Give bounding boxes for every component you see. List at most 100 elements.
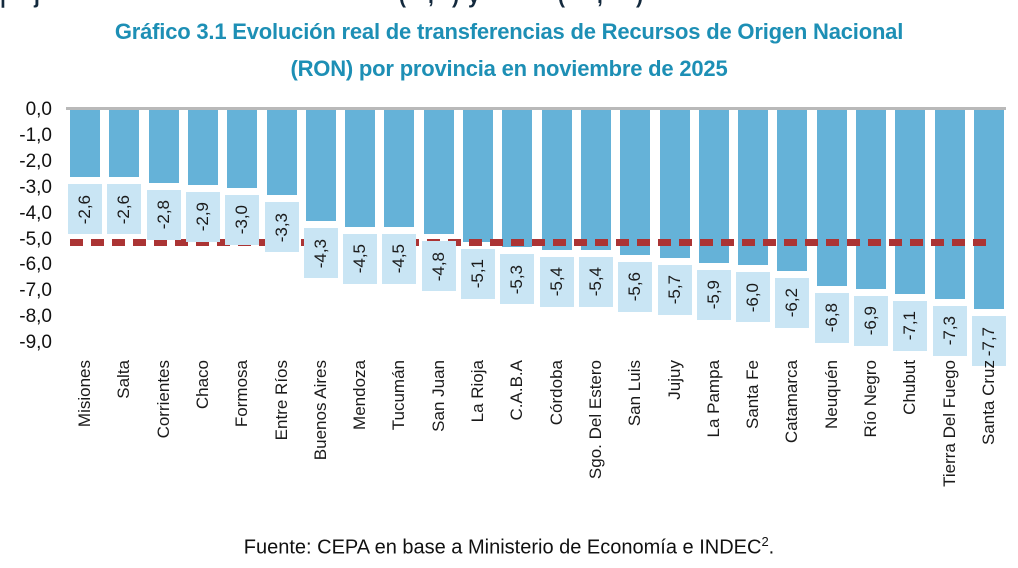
clipped-glyph-fragment: ): [452, 0, 459, 9]
x-axis-label: Córdoba: [546, 360, 566, 426]
x-axis-label: La Pampa: [703, 360, 723, 438]
bar-value-text: -5,7: [664, 274, 684, 305]
x-axis-label: Sgo. Del Estero: [585, 360, 605, 480]
bar: [266, 110, 297, 196]
x-axis-label: Chubut: [900, 360, 920, 415]
bar-value-text: -5,6: [625, 272, 645, 302]
bar-value-text: -2,8: [153, 199, 173, 230]
y-axis-tick-label: 0,0: [25, 99, 52, 120]
clipped-text-top: | j (,) y (,): [0, 0, 1018, 11]
clipped-glyph-fragment: ): [636, 0, 643, 9]
bar: [305, 110, 336, 222]
bar-value-text: -5,4: [585, 267, 605, 297]
bar-value-label: -4,5: [382, 233, 417, 284]
source-text: Fuente: CEPA en base a Ministerio de Eco…: [243, 536, 762, 559]
chart-title-line1: Gráfico 3.1 Evolución real de transferen…: [114, 19, 904, 44]
bar: [109, 110, 140, 178]
bar-value-label: -7,3: [932, 306, 967, 357]
y-axis-tick-label: -6,0: [19, 254, 52, 276]
bar: [148, 110, 179, 183]
bar-value-label: -5,3: [500, 254, 535, 305]
clipped-glyph-fragment: (: [558, 0, 565, 9]
bar-value-label: -5,4: [539, 256, 574, 307]
x-axis-label: Buenos Aires: [310, 360, 330, 461]
bar-value-text: -6,8: [821, 303, 841, 333]
x-axis-label: Santa Fe: [743, 360, 763, 429]
bar-value-label: -2,8: [146, 189, 181, 240]
y-axis-tick-label: -2,0: [19, 150, 52, 172]
clipped-glyph-fragment: (: [399, 0, 406, 9]
bar-value-text: -4,5: [389, 243, 409, 274]
bar-value-label: -4,5: [343, 233, 378, 284]
source-superscript: 2: [761, 534, 769, 549]
x-axis-label: Salta: [114, 360, 134, 399]
clipped-glyph-fragment: j: [34, 0, 40, 9]
x-axis-line: [66, 107, 1006, 110]
bar-value-label: -2,6: [68, 184, 102, 235]
y-axis-tick-label: -5,0: [19, 228, 52, 250]
x-axis-label: La Rioja: [468, 360, 487, 423]
bar: [698, 110, 729, 263]
bar-value-label: -4,3: [303, 228, 338, 279]
bar: [463, 110, 493, 243]
bar-value-label: -5,4: [578, 256, 613, 307]
bar-value-text: -5,1: [468, 259, 487, 289]
y-axis-tick-label: -3,0: [19, 176, 52, 198]
bar-value-label: -2,6: [107, 184, 142, 235]
bar-value-label: -6,2: [775, 277, 810, 328]
x-axis-label: Formosa: [232, 360, 252, 428]
bar-value-label: -5,7: [657, 264, 692, 315]
bar: [541, 110, 572, 250]
bar-value-text: -4,3: [310, 238, 330, 268]
bar-value-text: -2,6: [114, 194, 134, 224]
bar-value-text: -2,6: [75, 194, 94, 224]
bar-value-label: -3,3: [264, 202, 299, 253]
x-axis-label: Catamarca: [782, 360, 802, 444]
y-axis-tick-label: -1,0: [19, 124, 52, 146]
y-axis-tick-label: -8,0: [19, 306, 52, 328]
reference-line: [70, 238, 988, 246]
bar-value-label: -6,8: [814, 293, 849, 344]
bar-value-label: -5,1: [461, 249, 495, 300]
bar: [934, 110, 965, 300]
bar: [659, 110, 690, 258]
bar: [895, 110, 926, 294]
bar: [973, 110, 1004, 310]
x-axis-label: Mendoza: [350, 360, 370, 430]
y-axis-tick-label: -9,0: [19, 332, 52, 354]
bar-value-text: -5,3: [507, 264, 527, 294]
bar-value-label: -3,0: [225, 194, 260, 245]
bar-value-text: -5,9: [703, 280, 723, 310]
bar-value-text: -7,1: [900, 311, 920, 341]
clipped-glyph-fragment: y: [468, 0, 480, 9]
source-period: .: [768, 536, 775, 559]
bar: [856, 110, 886, 289]
x-axis-label: C.A.B.A: [507, 360, 527, 421]
x-axis-label: Neuquén: [821, 360, 841, 430]
x-axis-label: Santa Cruz: [978, 360, 998, 446]
bar: [620, 110, 651, 256]
clipped-glyph-fragment: ,: [428, 0, 434, 9]
bar: [816, 110, 847, 287]
bar: [70, 110, 100, 178]
bar: [187, 110, 218, 186]
x-axis-label: Tierra Del Fuego: [939, 360, 959, 487]
x-axis-label: Jujuy: [664, 360, 684, 400]
y-axis-tick-label: -4,0: [19, 202, 52, 224]
bar-value-label: -5,6: [618, 262, 653, 313]
x-axis-label: Tucumán: [389, 360, 409, 431]
bar-value-text: -5,4: [546, 267, 566, 297]
x-axis-label: Misiones: [75, 360, 94, 428]
x-axis-label: Corrientes: [153, 360, 173, 439]
bar: [227, 110, 258, 188]
x-axis-label: San Luis: [625, 360, 645, 427]
bar-value-label: -2,9: [185, 192, 220, 243]
bar-value-text: -4,5: [350, 243, 370, 274]
y-axis-tick-label: -7,0: [19, 280, 52, 302]
bar-value-text: -6,2: [782, 287, 802, 318]
bar-value-text: -3,3: [271, 212, 291, 243]
x-axis-label: Chaco: [192, 360, 212, 410]
bar: [580, 110, 611, 250]
